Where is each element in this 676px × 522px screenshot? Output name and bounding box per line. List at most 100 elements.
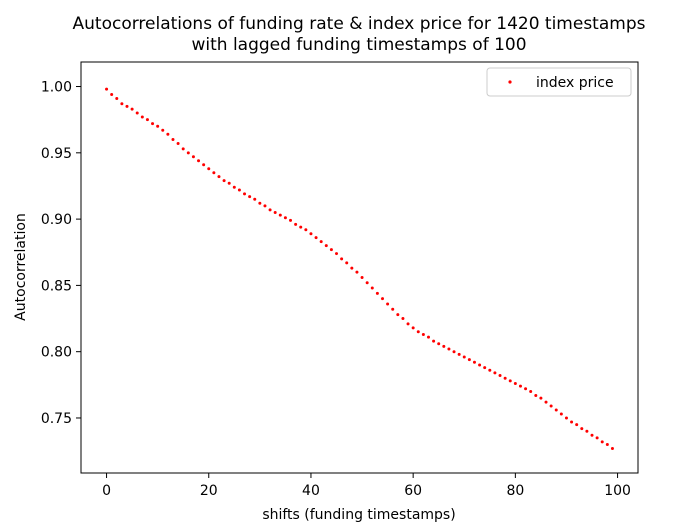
data-point <box>253 197 257 201</box>
data-point <box>478 363 482 367</box>
data-point <box>370 286 374 290</box>
data-point <box>197 159 201 163</box>
data-point <box>396 313 400 317</box>
data-point <box>590 433 594 437</box>
data-point <box>115 96 119 100</box>
data-point <box>467 358 471 362</box>
y-tick-label: 0.90 <box>41 212 72 228</box>
data-point <box>181 147 185 151</box>
data-point <box>273 210 277 214</box>
data-point <box>518 384 522 388</box>
chart-title-line-1: Autocorrelations of funding rate & index… <box>73 14 646 34</box>
y-tick-label: 0.80 <box>41 345 72 361</box>
data-point <box>488 368 492 372</box>
data-point <box>411 326 415 330</box>
data-point <box>304 228 308 232</box>
data-point <box>529 389 533 393</box>
data-point <box>564 416 568 420</box>
chart-title-line-2: with lagged funding timestamps of 100 <box>191 35 526 55</box>
data-point <box>135 111 139 115</box>
data-point <box>283 216 287 220</box>
x-tick-label: 40 <box>302 483 320 499</box>
data-point <box>263 204 267 208</box>
data-point <box>294 222 298 226</box>
data-point <box>161 128 165 132</box>
data-point <box>191 155 195 159</box>
data-point <box>437 342 441 346</box>
data-point <box>314 236 318 240</box>
data-point <box>493 371 497 375</box>
data-point <box>513 382 517 386</box>
x-tick-label: 60 <box>404 483 422 499</box>
legend-label-index-price: index price <box>536 75 614 91</box>
data-point <box>585 429 589 433</box>
data-points <box>105 87 614 450</box>
data-point <box>207 167 211 171</box>
x-axis-label: shifts (funding timestamps) <box>262 507 455 522</box>
data-point <box>600 440 604 444</box>
data-point <box>140 115 144 119</box>
data-point <box>421 332 425 336</box>
x-tick-label: 100 <box>604 483 631 499</box>
x-tick-label: 20 <box>200 483 218 499</box>
data-point <box>278 213 282 217</box>
data-point <box>319 240 323 244</box>
data-point <box>335 252 339 256</box>
data-point <box>110 92 114 96</box>
data-point <box>375 291 379 295</box>
data-point <box>232 185 236 189</box>
data-point <box>243 192 247 196</box>
data-point <box>237 188 241 192</box>
data-point <box>202 163 206 167</box>
data-point <box>406 322 410 326</box>
data-point <box>105 87 109 91</box>
data-point <box>355 270 359 274</box>
data-point <box>222 179 226 183</box>
data-point <box>442 344 446 348</box>
data-point <box>345 261 349 265</box>
data-point <box>340 257 344 261</box>
data-point <box>289 218 293 222</box>
data-point <box>309 232 313 236</box>
data-point <box>498 374 502 378</box>
plot-frame <box>80 61 639 474</box>
data-point <box>544 400 548 404</box>
data-point <box>503 376 507 380</box>
data-point <box>299 225 303 229</box>
data-point <box>554 408 558 412</box>
data-point <box>426 335 430 339</box>
data-point <box>171 138 175 142</box>
data-point <box>539 396 543 400</box>
data-point <box>145 118 149 122</box>
legend: index price <box>486 67 632 97</box>
x-tick-label: 80 <box>506 483 524 499</box>
y-axis-label: Autocorrelation <box>13 213 29 321</box>
data-point <box>401 317 405 321</box>
data-point <box>125 104 129 108</box>
x-tick-label: 0 <box>102 483 111 499</box>
data-point <box>120 102 124 106</box>
data-point <box>386 302 390 306</box>
data-point <box>508 379 512 383</box>
data-point <box>360 275 364 279</box>
data-point <box>324 244 328 248</box>
y-tick-label: 0.95 <box>41 146 72 162</box>
data-point <box>432 339 436 343</box>
x-axis: 0 20 40 60 80 100 <box>102 473 631 499</box>
data-point <box>217 175 221 179</box>
legend-box <box>486 67 632 97</box>
data-point <box>248 195 252 199</box>
data-point <box>151 122 155 126</box>
y-tick-label: 0.75 <box>41 411 72 427</box>
data-point <box>447 347 451 351</box>
data-point <box>524 387 528 391</box>
legend-marker-index-price <box>508 80 512 84</box>
data-point <box>268 208 272 212</box>
data-point <box>570 420 574 424</box>
data-point <box>365 281 369 285</box>
data-point <box>391 307 395 311</box>
data-point <box>549 404 553 408</box>
data-point <box>559 412 563 416</box>
data-point <box>130 107 134 111</box>
data-point <box>329 248 333 252</box>
